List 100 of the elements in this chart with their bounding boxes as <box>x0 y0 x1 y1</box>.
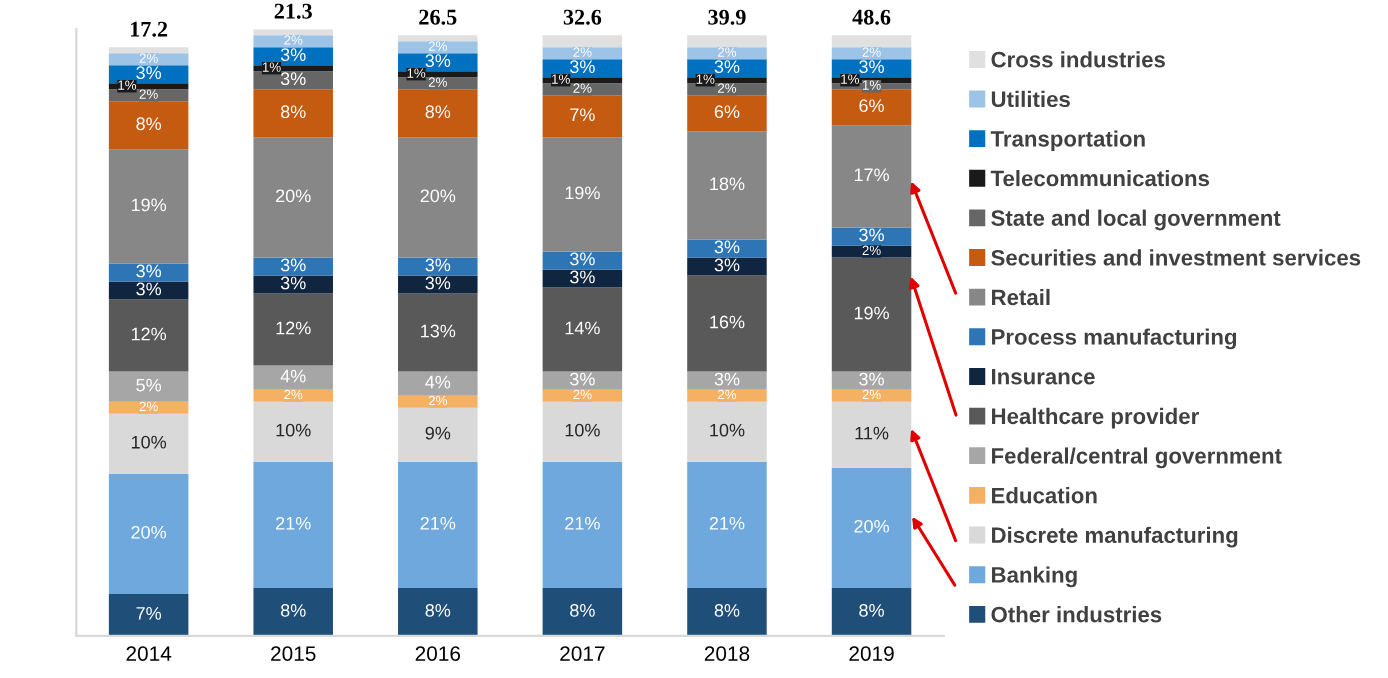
legend-label: Transportation <box>990 130 1145 152</box>
bar <box>542 587 623 636</box>
data-label: 3% <box>425 276 451 290</box>
data-label: 8% <box>425 105 451 119</box>
legend-label: Utilities <box>991 90 1070 108</box>
bar <box>108 413 189 474</box>
data-label: 10% <box>276 423 311 437</box>
data-label: 6% <box>714 105 740 119</box>
data-label: 10% <box>710 423 745 437</box>
data-label: 3% <box>714 60 740 74</box>
bar <box>108 47 189 54</box>
data-label: 3% <box>280 258 306 272</box>
bar <box>108 593 189 636</box>
bar <box>687 35 767 48</box>
bar <box>542 371 623 390</box>
bar <box>398 461 478 588</box>
bar <box>542 137 623 252</box>
data-label: 19% <box>854 306 889 320</box>
bar <box>542 287 623 372</box>
legend-label: Other industries <box>991 606 1162 623</box>
data-label: 11% <box>855 426 889 440</box>
bar <box>253 461 333 588</box>
data-label: 10% <box>131 435 167 449</box>
bar <box>831 227 912 246</box>
text: 39.9 <box>708 9 746 25</box>
bar <box>108 281 189 300</box>
text: 26.5 <box>419 9 457 25</box>
data-label: 8% <box>714 603 740 617</box>
data-label: 8% <box>425 603 451 617</box>
bar <box>831 257 912 372</box>
data-label: 3% <box>280 48 306 62</box>
bar <box>253 89 333 138</box>
data-label: 3% <box>714 258 740 272</box>
bar <box>398 35 478 42</box>
x-tick-label: 2014 <box>126 646 172 661</box>
data-label: 10% <box>565 423 600 437</box>
bar <box>398 587 478 636</box>
legend-label: Education <box>992 487 1097 504</box>
data-label: 3% <box>280 72 306 86</box>
data-label: 13% <box>421 324 456 338</box>
bar <box>831 89 912 126</box>
bar <box>687 371 767 390</box>
data-label: 3% <box>136 264 162 278</box>
bar <box>398 275 478 294</box>
data-label: 21% <box>565 516 600 530</box>
data-label: 3% <box>136 282 162 296</box>
bar <box>687 95 767 132</box>
bar <box>687 401 767 462</box>
annotation: 17.2 <box>130 21 168 37</box>
bar <box>831 587 912 636</box>
legend-label: Securities and investment services <box>991 249 1361 266</box>
bar <box>687 239 767 258</box>
text: 21.3 <box>274 3 312 19</box>
bar <box>108 371 189 402</box>
data-label: 18% <box>710 177 745 191</box>
bar <box>108 149 189 264</box>
data-label: 8% <box>859 603 884 617</box>
bar <box>398 137 478 258</box>
x-tick-label: 2015 <box>271 646 316 661</box>
bar <box>108 299 189 372</box>
bar <box>542 401 623 462</box>
legend-label: Federal/central government <box>992 447 1282 469</box>
legend-label: Insurance <box>992 369 1095 385</box>
bar <box>253 275 333 294</box>
data-label: 3% <box>714 240 740 254</box>
data-label: 16% <box>710 315 745 329</box>
bar <box>831 371 912 390</box>
data-label: 20% <box>131 525 167 539</box>
data-label: 12% <box>276 321 311 335</box>
bar <box>253 401 333 462</box>
bar <box>831 401 912 468</box>
bar <box>253 47 333 66</box>
bar <box>398 293 478 372</box>
legend-label: Telecommunications <box>990 169 1210 187</box>
x-tick-label: 2019 <box>849 646 894 661</box>
data-label: 7% <box>570 108 595 122</box>
data-label: 21% <box>709 516 745 530</box>
bar <box>253 137 333 258</box>
bar <box>831 467 912 588</box>
data-label: 14% <box>565 321 600 335</box>
bar <box>253 257 333 276</box>
data-label: 8% <box>280 603 306 617</box>
x-tick-label: 2016 <box>415 646 461 661</box>
data-label: 3% <box>714 372 740 386</box>
data-label: 19% <box>565 186 600 200</box>
bar <box>398 371 478 396</box>
data-label: 3% <box>280 276 306 290</box>
data-label: 8% <box>280 105 306 119</box>
bar <box>398 407 478 462</box>
bar <box>398 89 478 138</box>
bar <box>398 257 478 276</box>
data-label: 3% <box>859 228 884 242</box>
data-label: 3% <box>570 372 595 386</box>
data-label: 3% <box>859 60 884 74</box>
data-label: 7% <box>136 607 162 620</box>
bar <box>542 251 623 270</box>
legend-label: Discrete manufacturing <box>992 526 1238 548</box>
bar <box>108 101 189 150</box>
bar <box>542 95 623 138</box>
bar <box>687 131 767 240</box>
